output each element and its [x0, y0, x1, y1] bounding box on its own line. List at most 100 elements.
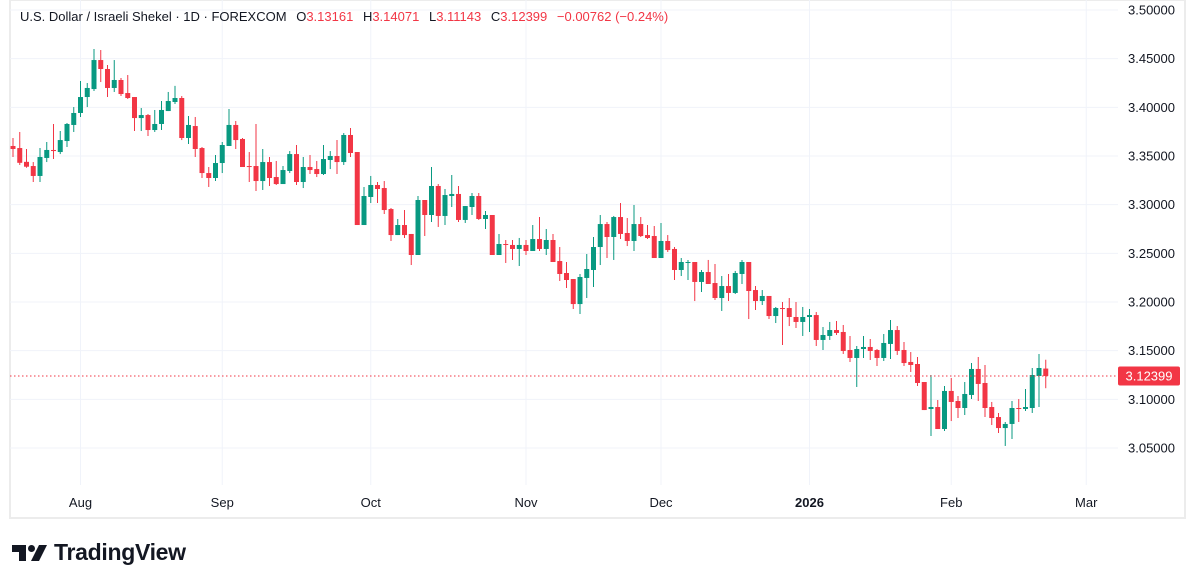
candle-body — [840, 331, 846, 351]
candle-body — [145, 115, 151, 131]
time-axis[interactable]: Aug Sep Oct Nov Dec 2026 Feb Mar — [69, 495, 1098, 510]
candle — [1002, 422, 1008, 446]
candle-body — [692, 262, 698, 282]
candle — [550, 233, 556, 263]
candle — [172, 85, 178, 105]
candle-body — [550, 240, 556, 263]
candle — [624, 218, 630, 247]
candle-body — [17, 148, 23, 163]
candle — [456, 185, 461, 222]
candle — [435, 184, 441, 227]
candle-body — [861, 346, 866, 350]
candle — [699, 269, 704, 292]
candle-body — [71, 112, 77, 125]
candle — [577, 273, 583, 314]
close-value: 3.12399 — [500, 9, 548, 24]
candle — [1036, 353, 1042, 408]
candle — [64, 123, 70, 147]
candle — [510, 240, 515, 260]
candle — [793, 302, 799, 328]
candle-body — [462, 206, 468, 220]
candle — [962, 382, 968, 416]
candle-body — [51, 149, 56, 152]
candle-body — [557, 261, 563, 274]
candle — [138, 108, 144, 131]
candle — [334, 140, 340, 175]
candle-body — [1043, 368, 1049, 376]
candle — [780, 302, 785, 346]
candle-body — [314, 169, 320, 175]
candle — [260, 149, 266, 190]
candle — [179, 96, 185, 141]
y-tick-label: 3.05000 — [1128, 441, 1175, 456]
candle — [51, 123, 56, 160]
candle — [10, 138, 16, 157]
last-price-badge: 3.12399 — [1118, 366, 1180, 386]
candle-body — [206, 173, 212, 179]
candle-body — [543, 240, 549, 249]
candle — [604, 221, 610, 259]
candle-body — [44, 149, 50, 158]
candle-body — [800, 316, 806, 322]
candle-body — [516, 244, 522, 249]
candle-body — [240, 138, 245, 168]
candle-body — [739, 262, 745, 274]
candle-body — [118, 79, 124, 95]
candle — [17, 131, 23, 165]
candle — [273, 160, 279, 186]
candle-body — [408, 233, 414, 255]
candle — [516, 237, 522, 266]
tradingview-logo[interactable]: TradingView — [12, 539, 186, 566]
candle-body — [273, 177, 279, 185]
candle — [280, 166, 286, 185]
candle — [402, 210, 407, 238]
candle-body — [57, 140, 63, 153]
candle — [766, 295, 772, 320]
x-tick-label: Sep — [211, 495, 234, 510]
candle — [246, 152, 252, 182]
candle-body — [962, 393, 968, 408]
candle-body — [381, 188, 387, 211]
symbol-title[interactable]: U.S. Dollar / Israeli Shekel · 1D · FORE… — [20, 9, 287, 24]
candle-body — [611, 217, 617, 237]
change-value: −0.00762 (−0.24%) — [556, 9, 669, 24]
candle-body — [98, 60, 104, 69]
y-tick-label: 3.25000 — [1128, 246, 1175, 261]
candle-body — [584, 269, 590, 278]
candle — [422, 200, 428, 237]
candle-body — [955, 400, 961, 408]
candle-body — [64, 123, 70, 142]
last-price-label: 3.12399 — [1126, 368, 1173, 383]
candle-body — [476, 196, 482, 219]
candle — [759, 290, 765, 306]
candle-body — [429, 185, 434, 215]
x-tick-label: Aug — [69, 495, 92, 510]
price-axis[interactable]: 3.05000 3.10000 3.15000 3.20000 3.25000 3.300… — [1128, 3, 1175, 456]
candle — [1043, 359, 1049, 389]
candle — [712, 263, 718, 300]
candle — [368, 175, 374, 204]
candle-body — [726, 286, 731, 293]
candle-body — [982, 382, 988, 408]
candle-body — [523, 244, 529, 252]
candle-body — [942, 390, 947, 430]
candle — [1009, 400, 1015, 440]
candle — [840, 324, 846, 354]
candle — [503, 240, 509, 263]
candle-body — [678, 262, 684, 270]
candle-body — [503, 243, 509, 245]
candle-body — [496, 243, 502, 255]
candle-body — [449, 193, 455, 197]
candle — [354, 152, 360, 226]
candle-body — [1009, 407, 1015, 424]
candle-body — [699, 272, 704, 282]
candle-body — [10, 145, 16, 150]
candle-body — [780, 308, 785, 310]
candle — [287, 151, 293, 174]
y-tick-label: 3.20000 — [1128, 295, 1175, 310]
candle — [928, 375, 934, 437]
candle — [915, 356, 920, 387]
candle-body — [37, 156, 43, 176]
candle-body — [908, 361, 914, 365]
